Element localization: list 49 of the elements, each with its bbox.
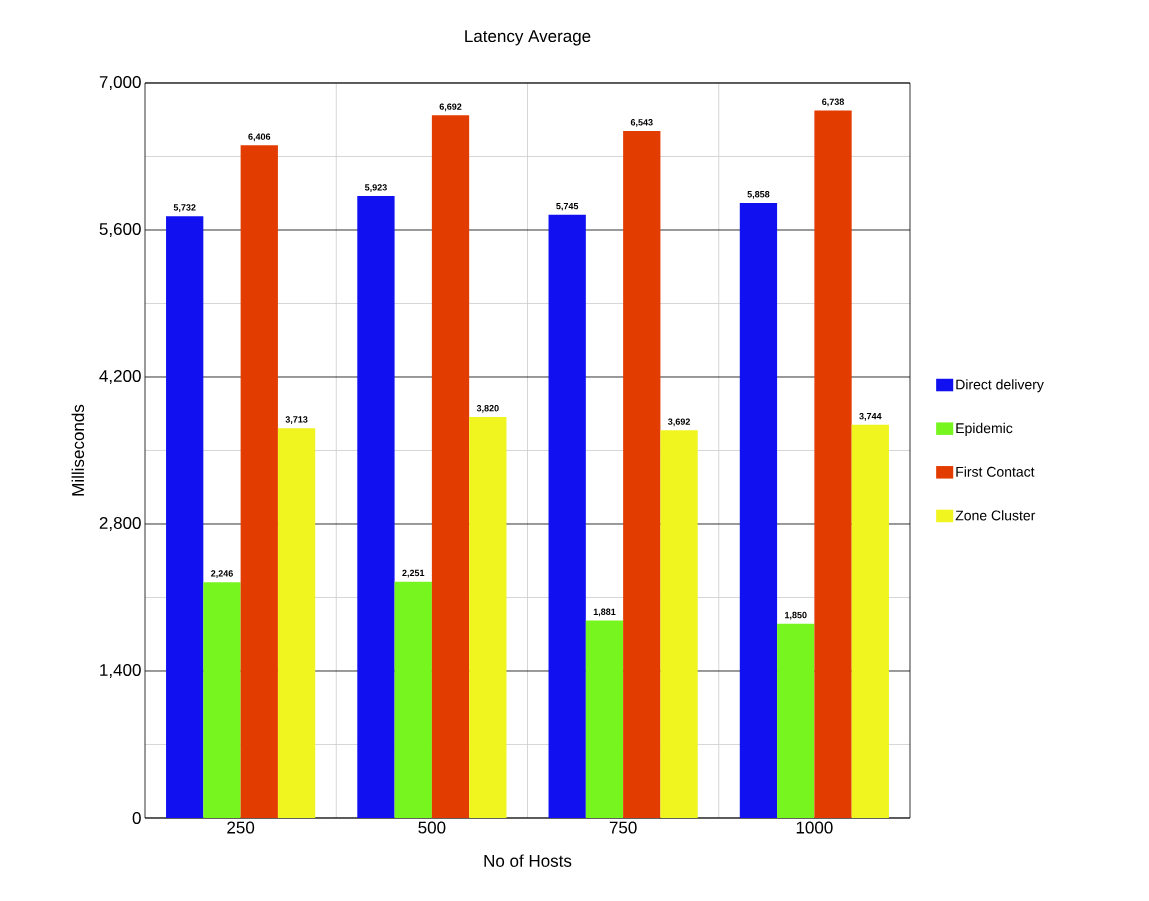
data-label: 1,881: [593, 608, 616, 617]
y-tick-label: 0: [132, 811, 141, 825]
bar: [240, 145, 278, 818]
data-label: 6,406: [248, 133, 271, 142]
data-label: 5,745: [556, 202, 579, 211]
bar: [277, 428, 316, 818]
y-tick-label: 1,400: [100, 663, 141, 679]
data-label: 5,923: [364, 184, 387, 192]
y-tick-label: 2,800: [99, 516, 141, 532]
bar: [851, 424, 889, 818]
chart-title: Latency Average: [465, 30, 591, 46]
bar: [357, 196, 395, 818]
data-label: 2,246: [211, 570, 233, 578]
data-label: 3,692: [668, 418, 690, 427]
bar: [469, 416, 507, 818]
bar: [166, 216, 204, 818]
legend-label: Direct delivery: [956, 379, 1044, 393]
bar: [585, 620, 624, 818]
data-label: 3,820: [476, 405, 499, 413]
data-label: 5,732: [173, 204, 196, 212]
legend-label: Zone Cluster: [955, 510, 1036, 521]
x-tick-label: 1000: [796, 821, 833, 834]
x-axis-title: No of Hosts: [484, 854, 572, 867]
bar: [203, 582, 241, 818]
bar: [739, 202, 778, 818]
bar: [777, 623, 815, 818]
bar: [548, 214, 586, 818]
y-tick-label: 7,000: [99, 75, 141, 91]
bar: [623, 130, 661, 818]
bar: [660, 430, 698, 818]
data-label: 6,543: [630, 119, 653, 127]
data-label: 6,738: [822, 98, 845, 107]
y-tick-label: 4,200: [99, 369, 141, 385]
data-label: 2,251: [402, 569, 425, 578]
data-label: 1,850: [785, 611, 807, 620]
bar: [814, 110, 852, 818]
y-axis-title: Milliseconds: [71, 404, 85, 496]
legend-label: First Contact: [956, 466, 1035, 477]
x-tick-label: 250: [227, 821, 255, 834]
y-tick-label: 5,600: [99, 222, 141, 238]
data-label: 3,744: [859, 412, 882, 421]
legend-label: Epidemic: [956, 422, 1013, 436]
data-label: 5,858: [747, 191, 770, 199]
data-label: 6,692: [439, 103, 462, 112]
bar: [431, 115, 470, 818]
x-tick-label: 500: [418, 821, 446, 834]
data-label: 3,713: [285, 416, 308, 424]
x-tick-label: 750: [609, 821, 637, 834]
bar: [394, 581, 432, 818]
